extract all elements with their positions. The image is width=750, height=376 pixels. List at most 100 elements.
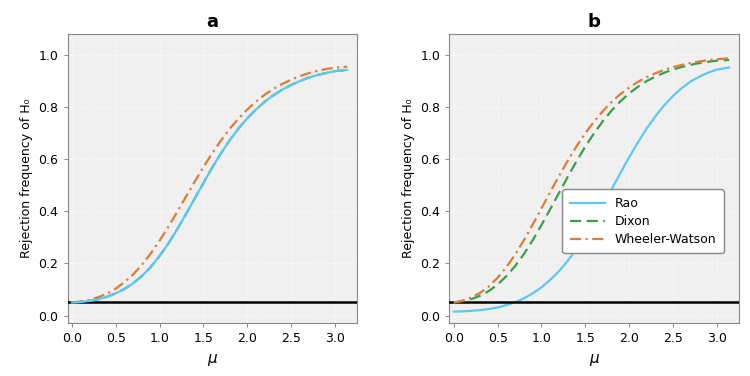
Dixon — [616, 99, 625, 104]
Dixon — [686, 63, 695, 67]
Rao — [476, 308, 484, 312]
Dixon — [651, 74, 660, 79]
Dixon — [625, 91, 634, 96]
Rao — [634, 140, 643, 145]
Wheeler-Watson — [546, 190, 555, 194]
Wheeler-Watson — [563, 158, 572, 163]
Dixon — [502, 274, 511, 278]
Wheeler-Watson — [520, 238, 529, 243]
Rao — [537, 285, 546, 290]
Rao — [686, 79, 695, 84]
Rao — [484, 307, 494, 311]
Y-axis label: Rejection frequency of H₀: Rejection frequency of H₀ — [402, 99, 415, 258]
Wheeler-Watson — [476, 291, 484, 295]
Dixon — [712, 58, 722, 63]
Title: a: a — [206, 13, 218, 31]
Wheeler-Watson — [484, 284, 494, 288]
Dixon — [607, 108, 616, 113]
Rao — [494, 305, 502, 310]
Dixon — [634, 85, 643, 89]
Y-axis label: Rejection frequency of H₀: Rejection frequency of H₀ — [20, 99, 33, 258]
Line: Rao: Rao — [454, 67, 729, 312]
Wheeler-Watson — [502, 265, 511, 269]
Dixon — [668, 67, 677, 72]
Rao — [642, 126, 651, 131]
Rao — [466, 309, 476, 313]
Dixon — [694, 61, 703, 65]
Rao — [502, 303, 511, 307]
Rao — [724, 65, 734, 70]
Rao — [598, 203, 608, 208]
Rao — [694, 74, 703, 79]
Wheeler-Watson — [449, 300, 458, 305]
Rao — [668, 94, 677, 98]
Rao — [580, 233, 590, 238]
Wheeler-Watson — [651, 71, 660, 76]
Rao — [563, 259, 572, 263]
Line: Dixon: Dixon — [454, 60, 729, 303]
Dixon — [528, 238, 537, 243]
Wheeler-Watson — [466, 295, 476, 300]
Wheeler-Watson — [704, 58, 712, 62]
Rao — [660, 103, 669, 108]
Rao — [712, 67, 722, 72]
Wheeler-Watson — [458, 299, 467, 303]
Wheeler-Watson — [625, 85, 634, 90]
Rao — [651, 114, 660, 118]
Wheeler-Watson — [642, 75, 651, 79]
Dixon — [484, 289, 494, 293]
Wheeler-Watson — [580, 131, 590, 135]
Rao — [511, 300, 520, 305]
Wheeler-Watson — [607, 100, 616, 104]
Wheeler-Watson — [686, 61, 695, 65]
Dixon — [590, 131, 598, 135]
Rao — [554, 269, 563, 273]
Dixon — [642, 79, 651, 83]
Wheeler-Watson — [494, 276, 502, 280]
Dixon — [677, 65, 686, 69]
Rao — [458, 309, 467, 314]
Rao — [449, 309, 458, 314]
Legend: Rao, Dixon, Wheeler-Watson: Rao, Dixon, Wheeler-Watson — [562, 190, 724, 253]
Wheeler-Watson — [554, 174, 563, 178]
Rao — [520, 296, 529, 300]
Rao — [590, 218, 598, 223]
Dixon — [580, 144, 590, 149]
Wheeler-Watson — [712, 57, 722, 61]
Rao — [677, 86, 686, 90]
Dixon — [511, 264, 520, 268]
Wheeler-Watson — [537, 206, 546, 211]
Dixon — [449, 300, 458, 305]
Wheeler-Watson — [724, 56, 734, 61]
Wheeler-Watson — [616, 92, 625, 96]
Dixon — [660, 70, 669, 75]
Wheeler-Watson — [660, 68, 669, 72]
Wheeler-Watson — [677, 63, 686, 67]
Wheeler-Watson — [634, 80, 643, 84]
Rao — [704, 70, 712, 75]
Rao — [625, 155, 634, 159]
Wheeler-Watson — [598, 109, 608, 113]
Wheeler-Watson — [694, 59, 703, 64]
Dixon — [520, 252, 529, 256]
Wheeler-Watson — [590, 119, 598, 124]
Dixon — [704, 59, 712, 64]
Rao — [616, 171, 625, 175]
Dixon — [476, 293, 484, 298]
Rao — [607, 187, 616, 191]
Dixon — [458, 299, 467, 303]
Wheeler-Watson — [528, 222, 537, 227]
Rao — [528, 291, 537, 296]
Dixon — [724, 58, 734, 62]
Rao — [546, 277, 555, 282]
Dixon — [546, 207, 555, 211]
Wheeler-Watson — [668, 65, 677, 70]
Rao — [572, 247, 581, 251]
Dixon — [598, 119, 608, 123]
Dixon — [494, 282, 502, 287]
X-axis label: μ: μ — [207, 351, 217, 366]
Dixon — [572, 159, 581, 164]
Wheeler-Watson — [511, 252, 520, 257]
Wheeler-Watson — [572, 144, 581, 149]
Dixon — [537, 223, 546, 227]
